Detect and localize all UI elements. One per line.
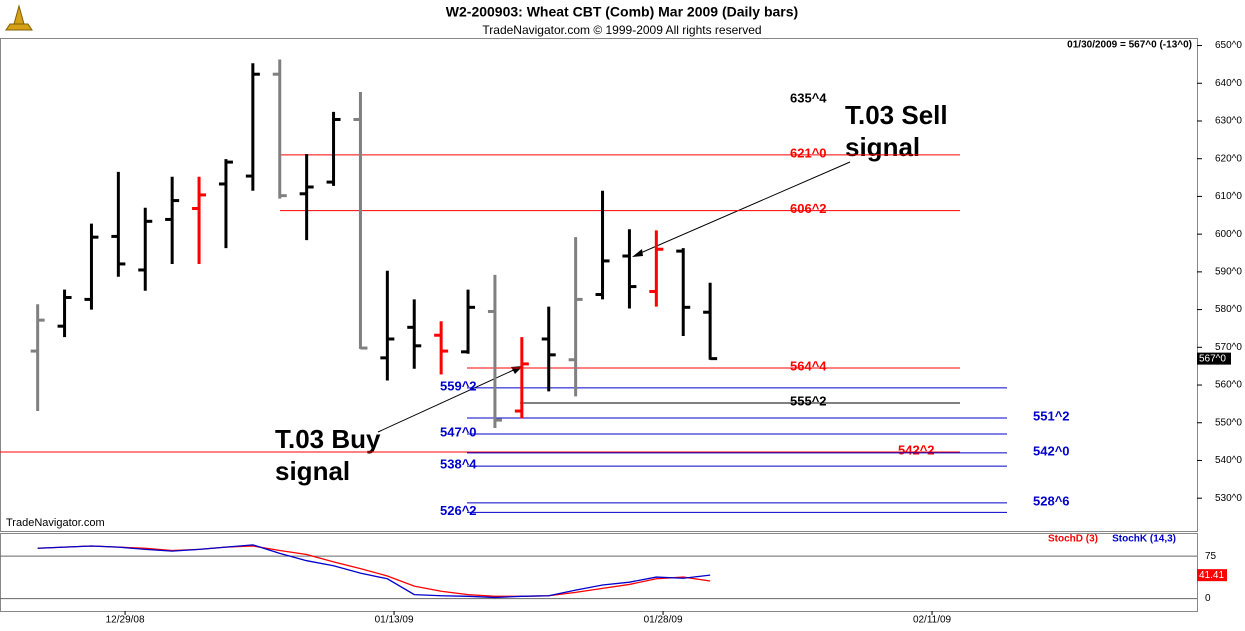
subtitle: TradeNavigator.com © 1999-2009 All right… — [482, 23, 761, 37]
x-tick-label: 01/13/09 — [375, 615, 414, 626]
stoch-line — [37, 545, 711, 597]
arrow — [635, 161, 851, 256]
y-tick-label: 620^0 — [1215, 153, 1242, 164]
level-label: 551^2 — [1033, 408, 1070, 423]
level-label: 538^4 — [440, 457, 477, 472]
level-label: 526^2 — [440, 503, 477, 518]
level-label: 621^0 — [790, 145, 827, 160]
y-tick-label: 630^0 — [1215, 116, 1242, 127]
annotation: signal — [275, 456, 350, 486]
y-tick-label: 530^0 — [1215, 493, 1242, 504]
annotation: T.03 Buy — [275, 424, 381, 454]
level-label: 559^2 — [440, 378, 477, 393]
logo — [5, 4, 33, 31]
x-tick-label: 01/28/09 — [644, 615, 683, 626]
y-tick-label: 610^0 — [1215, 191, 1242, 202]
level-label: 635^4 — [790, 91, 827, 106]
y-tick-label: 570^0 — [1215, 342, 1242, 353]
y-tick-label: 580^0 — [1215, 304, 1242, 315]
level-label: 542^0 — [1033, 443, 1070, 458]
y-tick-label: 550^0 — [1215, 417, 1242, 428]
level-label: 528^6 — [1033, 493, 1070, 508]
x-tick-label: 02/11/09 — [913, 615, 952, 626]
level-label: 547^0 — [440, 424, 477, 439]
y-tick-label: 540^0 — [1215, 455, 1242, 466]
level-label: 555^2 — [790, 393, 827, 408]
last-value-box — [1197, 569, 1227, 582]
chart-title: W2-200903: Wheat CBT (Comb) Mar 2009 (Da… — [446, 4, 798, 20]
y-tick-label: 0 — [1205, 593, 1211, 604]
annotation: T.03 Sell — [845, 100, 948, 130]
legend-entry: StochK (14,3) — [1112, 534, 1176, 545]
status: 01/30/2009 = 567^0 (-13^0) — [1067, 40, 1192, 51]
watermark: TradeNavigator.com — [6, 517, 105, 529]
price-panel — [0, 38, 1198, 532]
level-label: 542^2 — [898, 442, 935, 457]
y-tick-label: 600^0 — [1215, 229, 1242, 240]
last-value-label: 41.41 — [1199, 570, 1224, 581]
x-tick-label: 12/29/08 — [106, 615, 145, 626]
y-tick-label: 560^0 — [1215, 380, 1242, 391]
last-price-label: 567^0 — [1199, 353, 1226, 364]
y-tick-label: 590^0 — [1215, 267, 1242, 278]
y-tick-label: 75 — [1205, 551, 1217, 562]
level-label: 564^4 — [790, 358, 827, 373]
stoch-line — [37, 544, 711, 599]
y-tick-label: 650^0 — [1215, 40, 1242, 51]
annotation: signal — [845, 132, 920, 162]
arrowhead — [632, 249, 643, 257]
legend-entry: StochD (3) — [1048, 534, 1098, 545]
level-label: 606^2 — [790, 201, 827, 216]
last-price-box — [1197, 352, 1231, 365]
y-tick-label: 640^0 — [1215, 78, 1242, 89]
